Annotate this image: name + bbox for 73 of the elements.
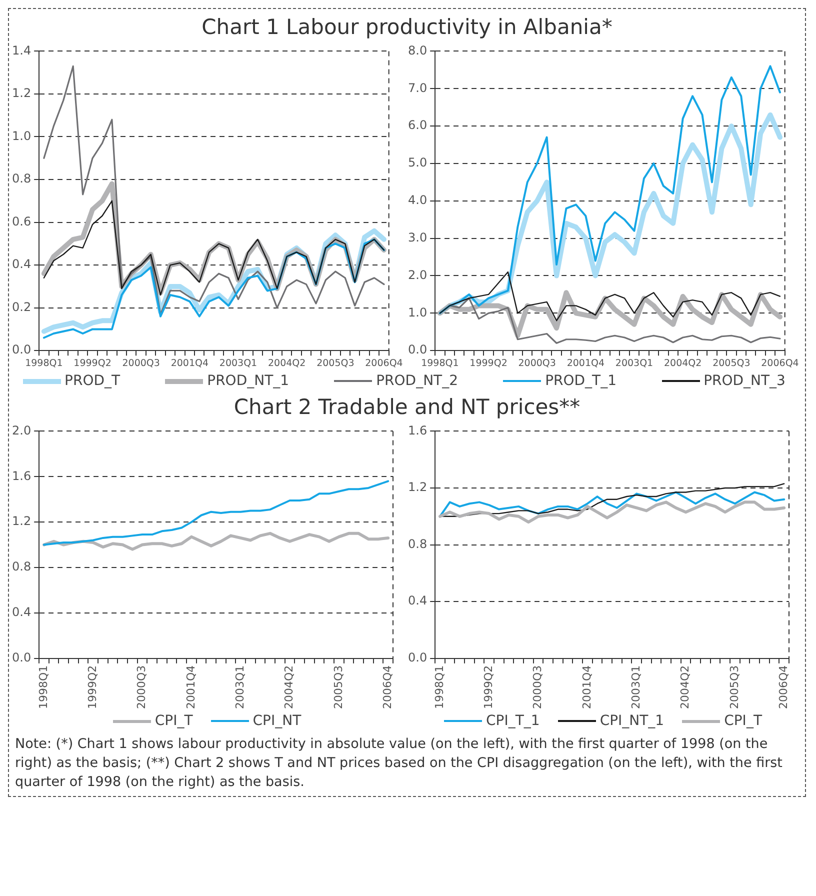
- y-tick-label: 0.2: [12, 300, 32, 314]
- x-tick-label: 2004Q2: [282, 665, 296, 710]
- x-tick-label: 2006Q4: [776, 665, 790, 710]
- chart-title: Chart 1 Labour productivity in Albania*: [200, 15, 614, 39]
- x-tick-label: 2004Q2: [664, 358, 702, 369]
- legend-label: CPI_NT_1: [600, 713, 664, 729]
- y-tick-label: 0.6: [12, 214, 32, 228]
- y-tick-label: 6.0: [408, 118, 428, 132]
- legend-label: PROD_NT_2: [376, 373, 458, 389]
- x-tick-label: 2000Q3: [531, 665, 544, 710]
- y-tick-label: 1.0: [408, 305, 428, 320]
- legend-label: CPI_NT: [252, 713, 302, 729]
- y-tick-label: 0.4: [408, 594, 428, 608]
- y-tick-label: 0.0: [408, 650, 428, 664]
- legend-label: CPI_T: [724, 713, 762, 729]
- x-tick-label: 2006Q4: [761, 358, 799, 369]
- x-tick-label: 2006Q4: [365, 358, 403, 369]
- y-tick-label: 2.0: [12, 423, 32, 438]
- y-tick-label: 0.0: [12, 342, 32, 357]
- y-tick-label: 0.0: [12, 650, 32, 664]
- x-tick-label: 1999Q2: [74, 358, 112, 369]
- y-tick-label: 0.8: [12, 172, 32, 186]
- legend-label: PROD_T_1: [545, 373, 616, 389]
- y-tick-label: 4.0: [408, 193, 428, 208]
- y-tick-label: 1.6: [12, 468, 32, 483]
- x-tick-label: 2004Q2: [268, 358, 306, 369]
- x-tick-label: 2003Q1: [219, 358, 258, 369]
- y-tick-label: 3.0: [408, 230, 428, 244]
- legend-label: PROD_NT_3: [704, 373, 786, 389]
- y-tick-label: 1.2: [12, 86, 32, 100]
- y-tick-label: 7.0: [408, 80, 428, 95]
- y-tick-label: 0.8: [12, 560, 32, 574]
- legend-label: PROD_NT_1: [207, 373, 290, 389]
- text: Note: (*) Chart 1 shows labour productivity in absolute value (on the left), with the first quarter of 1998 (on the right) as the basis; (**) Chart 2 shows T and NT prices based on the CPI disaggregation (on the left), with the first quarter of 1998 (on the right) as the basis.: [14, 735, 784, 792]
- x-tick-label: 2000Q3: [518, 358, 556, 369]
- x-tick-label: 2000Q3: [122, 358, 160, 369]
- y-tick-label: 0.4: [12, 257, 32, 272]
- y-tick-label: 8.0: [408, 43, 428, 58]
- x-tick-label: 2005Q3: [316, 358, 354, 369]
- legend-label: CPI_T: [154, 713, 193, 729]
- x-tick-label: 1998Q1: [421, 358, 459, 369]
- x-tick-label: 2001Q4: [580, 665, 594, 710]
- x-tick-label: 1999Q2: [86, 665, 100, 710]
- x-tick-label: 1998Q1: [432, 665, 446, 710]
- x-tick-label: 2005Q3: [712, 358, 750, 369]
- y-tick-label: 1.4: [12, 43, 32, 58]
- x-tick-label: 2004Q2: [678, 665, 692, 710]
- y-tick-label: 0.8: [408, 536, 428, 551]
- y-tick-label: 1.2: [12, 514, 32, 528]
- x-tick-label: 2001Q4: [184, 665, 198, 710]
- legend-label: CPI_T_1: [486, 713, 540, 729]
- chart-title: Chart 2 Tradable and NT prices**: [232, 395, 582, 419]
- y-tick-label: 0.4: [12, 605, 32, 620]
- x-tick-label: 2003Q1: [233, 665, 246, 710]
- x-tick-label: 1998Q1: [36, 665, 50, 710]
- x-tick-label: 2005Q3: [332, 665, 345, 710]
- x-tick-label: 2000Q3: [135, 665, 148, 710]
- x-tick-label: 1999Q2: [482, 665, 496, 710]
- legend-label: PROD_T: [64, 373, 120, 389]
- x-tick-label: 1999Q2: [470, 358, 508, 369]
- x-tick-label: 1998Q1: [25, 358, 63, 369]
- x-tick-label: 2006Q4: [380, 665, 394, 710]
- x-tick-label: 2001Q4: [170, 358, 209, 369]
- y-tick-label: 5.0: [408, 156, 428, 170]
- y-tick-label: 0.0: [408, 342, 428, 357]
- y-tick-label: 2.0: [408, 268, 428, 282]
- y-tick-label: 1.0: [12, 128, 32, 143]
- x-tick-label: 2003Q1: [629, 665, 642, 710]
- y-tick-label: 1.6: [408, 423, 428, 438]
- x-tick-label: 2001Q4: [566, 358, 605, 369]
- y-tick-label: 1.2: [408, 480, 428, 494]
- x-tick-label: 2005Q3: [728, 665, 741, 710]
- x-tick-label: 2003Q1: [615, 358, 654, 369]
